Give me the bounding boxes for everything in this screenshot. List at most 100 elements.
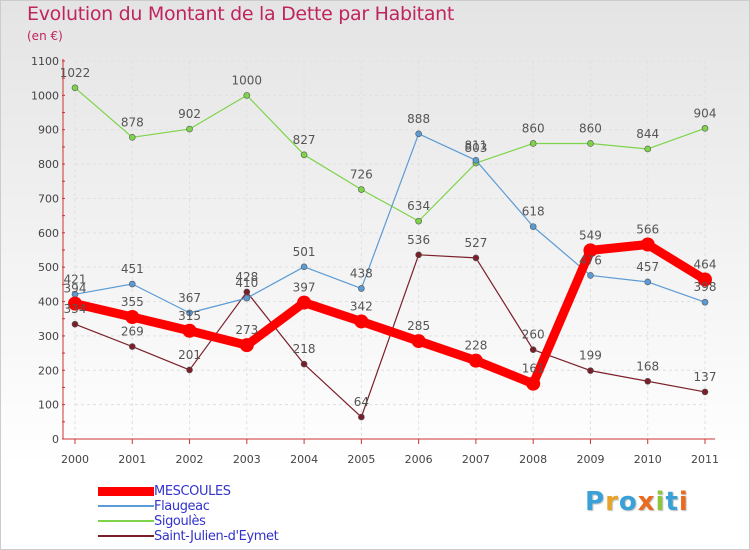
- data-point: [128, 133, 136, 141]
- data-label: 811: [464, 138, 487, 152]
- data-label: 878: [121, 115, 144, 129]
- data-point: [182, 323, 197, 338]
- chart-subtitle: (en €): [27, 29, 63, 43]
- data-point: [358, 186, 365, 193]
- data-point: [529, 223, 537, 230]
- logo-letter: o: [618, 487, 638, 517]
- data-label: 634: [407, 199, 430, 213]
- data-label: 355: [121, 295, 144, 309]
- data-point: [587, 140, 594, 147]
- data-point: [640, 237, 655, 252]
- data-point: [300, 360, 308, 368]
- series-line-0: [73, 240, 708, 389]
- data-label: 410: [235, 276, 258, 290]
- data-point: [358, 413, 365, 421]
- legend-swatch: [98, 486, 154, 496]
- data-label: 398: [694, 280, 717, 294]
- data-point: [125, 310, 140, 325]
- data-label: 860: [579, 121, 602, 135]
- legend-swatch: [98, 505, 154, 507]
- data-label: 260: [522, 328, 545, 342]
- data-point: [529, 140, 537, 147]
- data-point: [300, 151, 308, 159]
- data-label: 618: [522, 205, 545, 219]
- y-tick-label: 700: [38, 192, 59, 205]
- data-point: [472, 157, 480, 164]
- data-point: [243, 294, 251, 302]
- data-point: [243, 92, 251, 99]
- data-point: [128, 343, 136, 350]
- y-tick-label: 1000: [31, 89, 59, 102]
- series-line-1: [74, 133, 706, 314]
- data-label: 902: [178, 107, 201, 121]
- data-label: 566: [636, 223, 659, 237]
- data-point: [68, 296, 82, 311]
- data-point: [300, 263, 308, 271]
- x-tick-label: 2005: [347, 453, 375, 466]
- data-point: [297, 295, 312, 310]
- data-label: 342: [350, 299, 373, 313]
- data-label: 888: [407, 112, 430, 126]
- data-label: 137: [694, 370, 717, 384]
- data-label: 397: [293, 281, 316, 295]
- chart-title: Evolution du Montant de la Dette par Hab…: [27, 3, 455, 25]
- data-label: 334: [64, 302, 87, 316]
- data-point: [587, 367, 594, 374]
- y-tick-label: 500: [38, 261, 59, 274]
- logo-letter: t: [665, 487, 679, 517]
- data-point: [415, 130, 422, 138]
- data-point: [415, 217, 422, 225]
- data-label: 860: [522, 121, 545, 135]
- data-point: [411, 334, 426, 349]
- data-label: 476: [579, 253, 602, 267]
- data-label: 1000: [232, 73, 263, 87]
- data-point: [472, 254, 480, 262]
- data-point: [583, 243, 598, 258]
- data-point: [186, 309, 193, 317]
- x-tick-label: 2008: [519, 453, 547, 466]
- legend-label: Flaugeac: [154, 499, 210, 514]
- data-point: [526, 376, 541, 391]
- data-point: [415, 251, 422, 259]
- data-label: 803: [464, 141, 487, 155]
- data-point: [186, 366, 193, 374]
- y-tick-label: 300: [38, 330, 59, 343]
- data-point: [468, 353, 483, 368]
- data-label: 421: [64, 272, 87, 286]
- x-tick-label: 2000: [61, 453, 89, 466]
- data-label: 464: [694, 258, 717, 272]
- x-tick-label: 2007: [462, 453, 490, 466]
- legend-label: Sigoulès: [154, 514, 206, 529]
- data-point: [71, 320, 79, 328]
- data-label: 228: [464, 339, 487, 353]
- proxiti-logo: Proxiti: [585, 487, 689, 517]
- series-line-2: [74, 87, 706, 222]
- data-label: 199: [579, 349, 602, 363]
- data-label: 451: [121, 262, 144, 276]
- data-label: 394: [64, 282, 87, 296]
- y-tick-label: 200: [38, 364, 59, 377]
- data-label: 1022: [60, 66, 91, 80]
- x-tick-label: 2006: [405, 453, 433, 466]
- logo-letter: x: [637, 487, 656, 517]
- legend-label: MESCOULES: [154, 484, 231, 499]
- data-label: 168: [636, 359, 659, 373]
- x-tick-label: 2002: [176, 453, 204, 466]
- data-point: [701, 388, 709, 396]
- x-tick-label: 2009: [576, 453, 604, 466]
- data-point: [644, 145, 652, 153]
- data-point: [701, 298, 709, 306]
- data-label: 904: [694, 106, 717, 120]
- data-label: 367: [178, 291, 201, 305]
- logo-letter: r: [605, 487, 619, 517]
- logo-letter: i: [678, 487, 689, 517]
- data-label: 549: [579, 228, 602, 242]
- data-point: [698, 272, 712, 287]
- logo-letter: P: [585, 487, 606, 517]
- data-label: 827: [293, 133, 316, 147]
- y-tick-label: 0: [52, 433, 59, 446]
- data-point: [71, 84, 79, 92]
- y-tick-label: 100: [38, 399, 59, 412]
